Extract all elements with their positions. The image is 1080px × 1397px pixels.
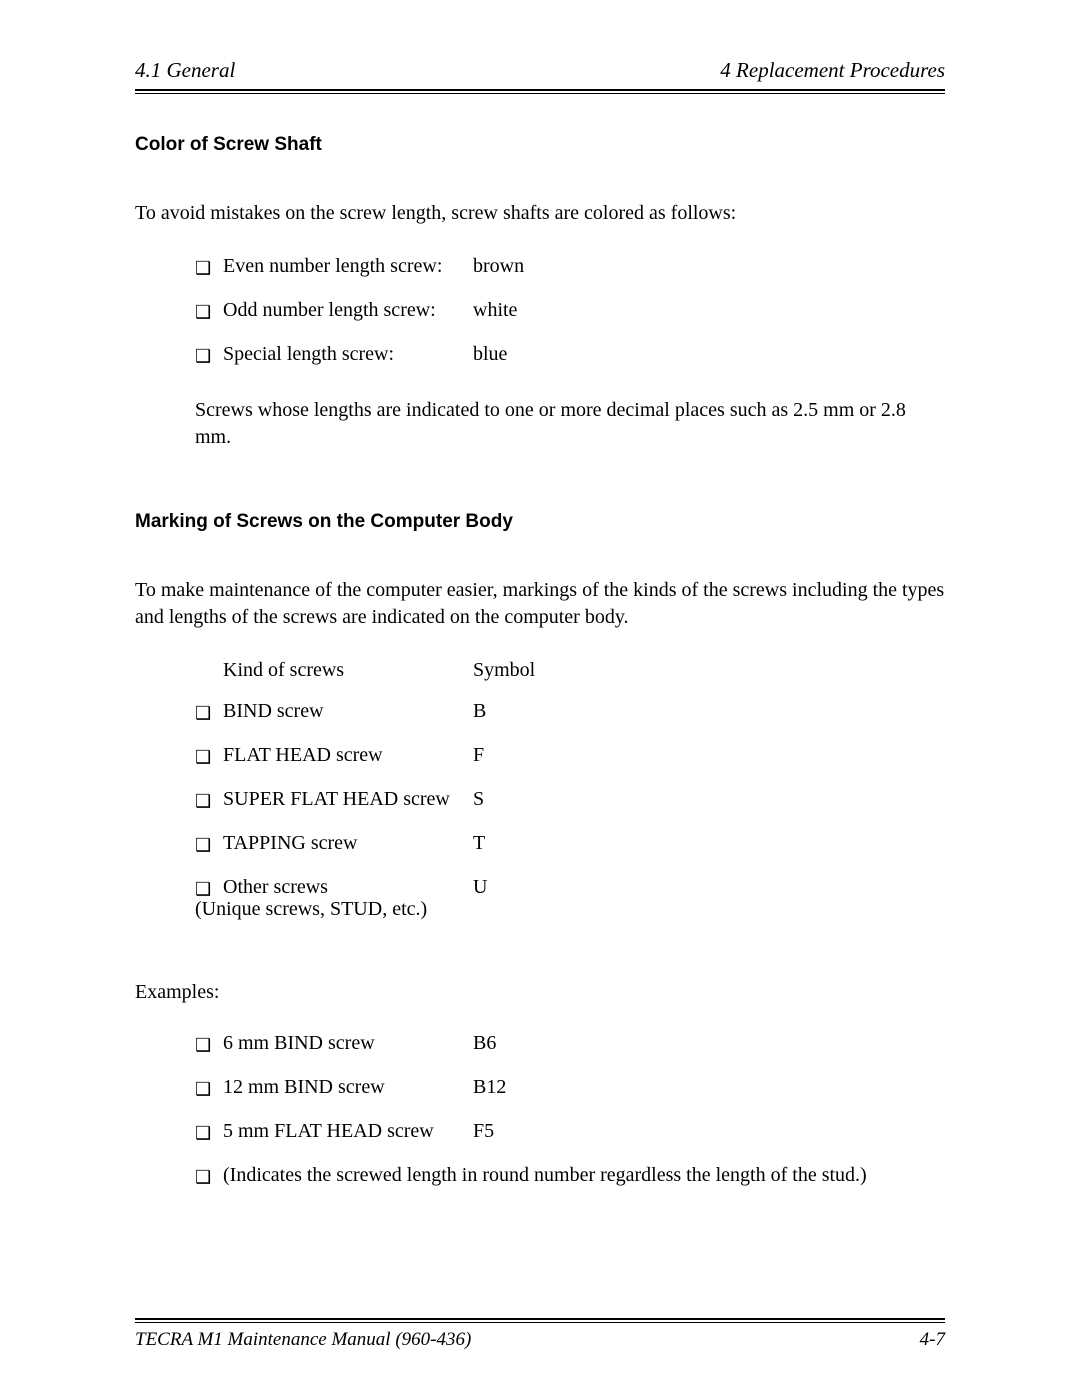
examples-heading: Examples: (135, 981, 945, 1004)
table-header-row: Kind of screws Symbol (195, 659, 945, 682)
list-item: ❑ 12 mm BIND screw B12 (195, 1076, 945, 1102)
footer-rule-thick (135, 1318, 945, 1320)
list-item: ❑ TAPPING screw T (195, 832, 945, 858)
item-label: (Indicates the screwed length in round n… (223, 1164, 945, 1187)
list-item: ❑ FLAT HEAD screw F (195, 744, 945, 770)
list-item: ❑ Even number length screw: brown (195, 255, 945, 281)
item-label: 6 mm BIND screw (223, 1032, 473, 1055)
item-value: B6 (473, 1032, 945, 1055)
table-header-left: Kind of screws (223, 659, 473, 682)
section1-list: ❑ Even number length screw: brown ❑ Odd … (195, 255, 945, 369)
item-label: SUPER FLAT HEAD screw (223, 788, 473, 811)
item-label: 12 mm BIND screw (223, 1076, 473, 1099)
list-item: ❑ 6 mm BIND screw B6 (195, 1032, 945, 1058)
checkbox-icon: ❑ (195, 832, 223, 858)
checkbox-icon: ❑ (195, 255, 223, 281)
section1-heading: Color of Screw Shaft (135, 134, 945, 156)
item-value: F (473, 744, 945, 767)
list-item: ❑ 5 mm FLAT HEAD screw F5 (195, 1120, 945, 1146)
item-label: 5 mm FLAT HEAD screw (223, 1120, 473, 1143)
footer-left: TECRA M1 Maintenance Manual (960-436) (135, 1329, 471, 1351)
list-item: ❑ (Indicates the screwed length in round… (195, 1164, 945, 1190)
item-label: Even number length screw: (223, 255, 473, 278)
checkbox-icon: ❑ (195, 700, 223, 726)
checkbox-icon: ❑ (195, 788, 223, 814)
item-value: brown (473, 255, 945, 278)
header-rule-thick (135, 89, 945, 91)
examples-list: ❑ 6 mm BIND screw B6 ❑ 12 mm BIND screw … (195, 1032, 945, 1190)
section2-table: Kind of screws Symbol ❑ BIND screw B ❑ F… (195, 659, 945, 921)
item-value: blue (473, 343, 945, 366)
checkbox-icon: ❑ (195, 1120, 223, 1146)
checkbox-icon: ❑ (195, 1164, 223, 1190)
header-rule-thin (135, 93, 945, 94)
header-left: 4.1 General (135, 58, 235, 83)
section2-intro: To make maintenance of the computer easi… (135, 577, 945, 631)
page-header: 4.1 General 4 Replacement Procedures (135, 58, 945, 87)
list-item: ❑ Odd number length screw: white (195, 299, 945, 325)
item-label: Other screws (223, 876, 473, 899)
item-value: B (473, 700, 945, 723)
section2-heading: Marking of Screws on the Computer Body (135, 511, 945, 533)
header-right: 4 Replacement Procedures (720, 58, 945, 83)
item-sublabel: (Unique screws, STUD, etc.) (195, 898, 945, 921)
item-value: B12 (473, 1076, 945, 1099)
table-header-right: Symbol (473, 659, 945, 682)
list-item: ❑ BIND screw B (195, 700, 945, 726)
item-value: white (473, 299, 945, 322)
checkbox-icon: ❑ (195, 1076, 223, 1102)
page-footer: TECRA M1 Maintenance Manual (960-436) 4-… (135, 1318, 945, 1351)
checkbox-icon: ❑ (195, 744, 223, 770)
list-item: ❑ SUPER FLAT HEAD screw S (195, 788, 945, 814)
item-value: F5 (473, 1120, 945, 1143)
footer-rule-thin (135, 1322, 945, 1323)
item-value: U (473, 876, 945, 899)
item-label: TAPPING screw (223, 832, 473, 855)
list-item: ❑ Special length screw: blue (195, 343, 945, 369)
section1-intro: To avoid mistakes on the screw length, s… (135, 200, 945, 227)
item-label: Odd number length screw: (223, 299, 473, 322)
item-label: Special length screw: (223, 343, 473, 366)
item-label: BIND screw (223, 700, 473, 723)
checkbox-icon: ❑ (195, 1032, 223, 1058)
item-value: S (473, 788, 945, 811)
checkbox-icon: ❑ (195, 299, 223, 325)
checkbox-icon: ❑ (195, 343, 223, 369)
item-label: FLAT HEAD screw (223, 744, 473, 767)
footer-right: 4-7 (920, 1329, 945, 1351)
item-value: T (473, 832, 945, 855)
section1-note: Screws whose lengths are indicated to on… (195, 397, 945, 451)
